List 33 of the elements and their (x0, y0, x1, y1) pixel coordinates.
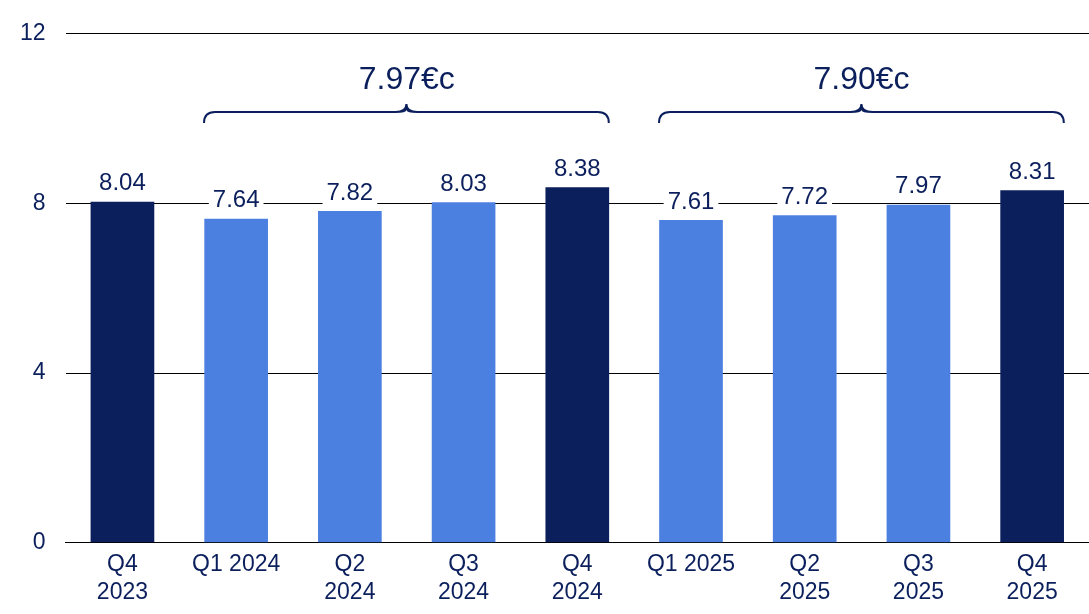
x-tick-label: Q1 2024 (192, 549, 281, 576)
x-tick-label: Q4 2024 (551, 549, 604, 604)
bar (772, 215, 837, 543)
data-label: 7.64 (212, 185, 260, 213)
annotation: 7.90€c (813, 59, 910, 96)
annotation: 7.97€c (358, 59, 455, 96)
x-tick-label: Q3 2024 (437, 549, 490, 604)
data-label: 7.82 (326, 177, 374, 205)
y-tick-label: 4 (32, 358, 46, 385)
x-tick-label: Q2 2025 (779, 549, 831, 604)
x-tick-label: Q4 2025 (1006, 549, 1058, 604)
data-label: 8.04 (99, 168, 146, 196)
y-tick-label: 12 (19, 19, 46, 46)
bar (1000, 190, 1064, 543)
bar (659, 220, 723, 543)
bar (545, 187, 610, 543)
x-tick-label: Q2 2024 (324, 549, 376, 604)
bar (886, 204, 951, 543)
data-label: 8.03 (440, 168, 487, 196)
bar (431, 202, 496, 543)
x-tick-label: Q1 2025 (646, 549, 736, 576)
x-tick-label: Q3 2025 (892, 549, 945, 604)
y-tick-label: 0 (32, 528, 46, 555)
bar (90, 201, 155, 543)
data-label: 8.38 (553, 153, 601, 181)
bar (204, 218, 268, 543)
y-tick-label: 8 (32, 188, 46, 215)
data-label: 8.31 (1008, 156, 1056, 184)
data-label: 7.61 (667, 186, 715, 214)
x-tick-label: Q4 2023 (96, 549, 149, 604)
data-label: 7.72 (781, 181, 829, 209)
bar (318, 211, 382, 543)
data-label: 7.97 (895, 171, 942, 199)
